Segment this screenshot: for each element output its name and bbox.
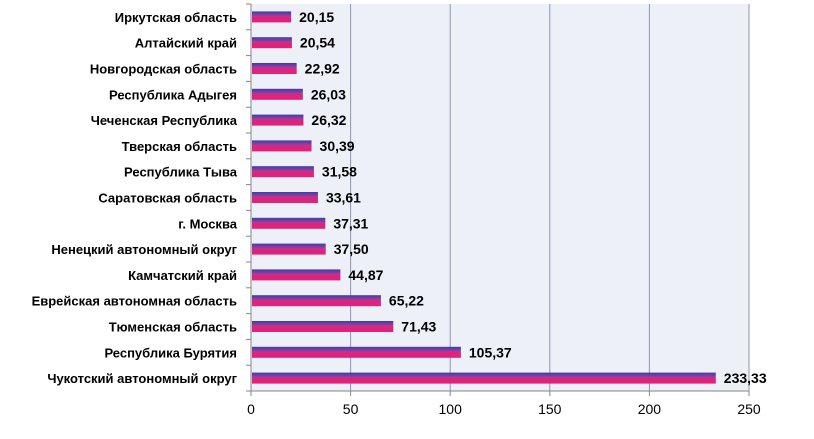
category-label: г. Москва [178,216,237,231]
data-label: 33,61 [326,190,361,206]
bar [252,11,292,23]
category-label: Тюменская область [109,320,237,335]
bar [252,269,341,281]
category-label: Саратовская область [98,191,237,206]
data-label: 105,37 [469,344,512,360]
bar [252,88,303,100]
bar [252,37,292,49]
x-tick-label: 150 [538,401,562,417]
bar [252,166,314,178]
data-label: 71,43 [401,319,436,335]
data-label: 44,87 [348,267,383,283]
bar [252,217,326,229]
category-label: Ненецкий автономный округ [51,242,237,257]
x-tick-label: 250 [737,401,761,417]
bar [252,243,326,255]
data-label: 37,31 [333,215,368,231]
data-label: 20,54 [300,35,335,51]
category-label: Алтайский край [135,36,237,51]
data-label: 233,33 [724,370,767,386]
data-label: 26,03 [311,86,346,102]
data-label: 20,15 [299,9,334,25]
bar [252,63,297,74]
data-label: 22,92 [305,61,340,77]
x-tick-label: 50 [343,401,359,417]
x-tick-label: 100 [439,401,463,417]
x-tick-label: 200 [638,401,662,417]
category-label: Республика Адыгея [109,87,237,102]
data-label: 65,22 [389,293,424,309]
bar [252,114,304,126]
x-tick-label: 0 [247,401,255,417]
data-label: 37,50 [334,241,369,257]
bar [252,346,461,358]
data-label: 26,32 [311,112,346,128]
bar [252,372,716,384]
category-label: Республика Тыва [124,165,238,180]
category-label: Еврейская автономная область [32,294,237,309]
category-label: Чукотский автономный округ [47,371,237,386]
data-label: 31,58 [322,164,357,180]
category-label: Тверская область [122,139,237,154]
category-label: Чеченская Республика [91,113,238,128]
category-label: Камчатский край [128,268,237,283]
category-label: Республика Бурятия [104,345,237,360]
category-label: Новгородская область [90,62,237,77]
bar [252,295,381,307]
bar [252,321,394,332]
bar [252,192,318,203]
bar [252,140,312,152]
category-label: Иркутская область [115,10,237,25]
data-label: 30,39 [320,138,355,154]
